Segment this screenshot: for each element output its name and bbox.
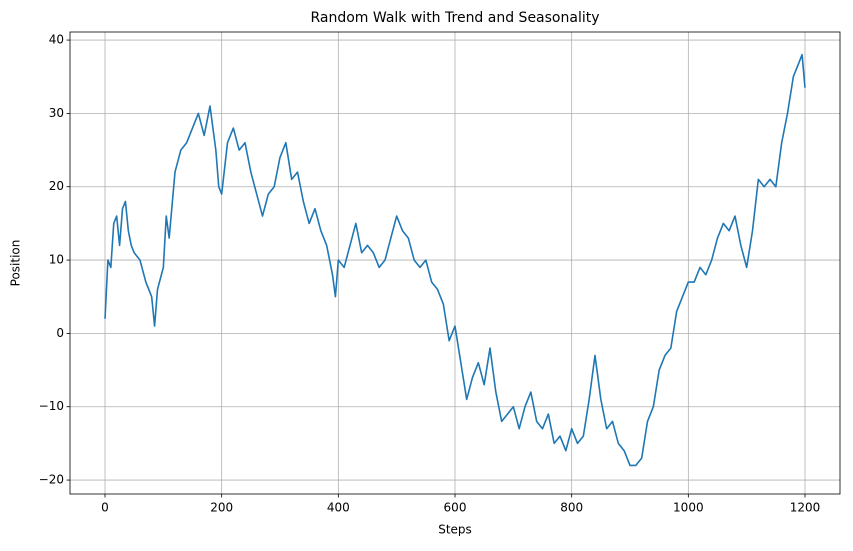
x-axis-label: Steps [438,523,472,537]
y-tick-label: −20 [39,473,64,487]
chart-title: Random Walk with Trend and Seasonality [310,10,599,26]
x-tick-label: 400 [327,501,350,515]
y-tick-label: 10 [49,253,64,267]
x-tick-label: 0 [101,501,109,515]
data-line [104,53,806,467]
y-tick-label: 0 [56,326,64,340]
y-tick-label: 40 [49,33,64,47]
x-tick-label: 1200 [790,501,821,515]
x-tick-label: 1000 [673,501,704,515]
x-tick-label: 200 [210,501,233,515]
y-tick-label: 30 [49,106,64,120]
plot-frame [69,31,841,495]
x-tick-label: 800 [560,501,583,515]
y-axis-label: Position [9,240,23,287]
y-tick-label: −10 [39,399,64,413]
y-tick-label: 20 [49,179,64,193]
x-tick-label: 600 [444,501,467,515]
